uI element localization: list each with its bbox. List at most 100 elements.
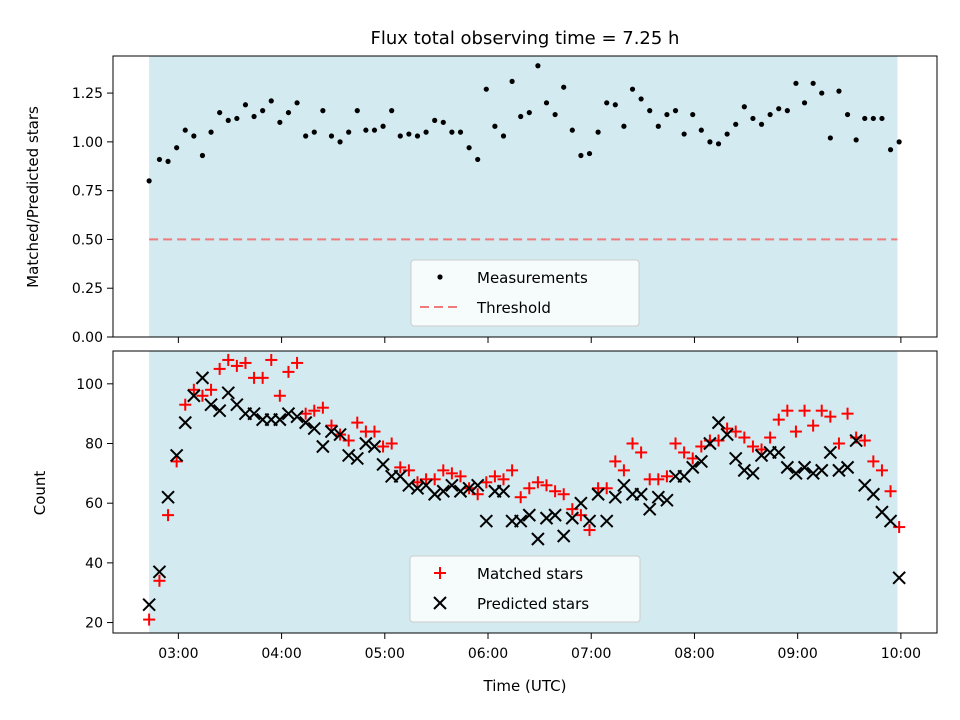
predicted-star-point <box>703 436 717 451</box>
legend-marker-predicted <box>433 596 447 610</box>
measurement-point <box>191 133 197 139</box>
ratio-y-tick-label: 0.00 <box>72 330 103 346</box>
predicted-star-point <box>737 463 752 478</box>
matched-star-point <box>488 470 501 483</box>
predicted-star-stroke <box>772 445 786 460</box>
measurement-point <box>707 139 713 145</box>
matched-star-point <box>789 425 802 438</box>
predicted-star-point <box>729 451 743 466</box>
predicted-star-stroke <box>221 386 235 400</box>
matched-star-point <box>213 362 226 375</box>
measurement-point <box>397 133 403 139</box>
measurement-point <box>604 100 610 106</box>
measurement-point <box>578 152 584 159</box>
matched-star-point <box>230 359 243 372</box>
matched-star-point <box>368 425 381 438</box>
predicted-star-stroke <box>453 484 468 498</box>
predicted-star-point <box>634 487 648 501</box>
predicted-star-stroke <box>858 478 872 492</box>
measurement-point <box>268 98 274 104</box>
measurement-point <box>664 111 670 118</box>
measurement-point <box>182 127 188 133</box>
predicted-star-point <box>892 571 906 585</box>
measurement-point <box>518 113 524 120</box>
measurement-point <box>819 90 825 96</box>
predicted-star-stroke <box>359 436 373 451</box>
chart-title: Flux total observing time = 7.25 h <box>371 28 680 49</box>
predicted-star-point <box>462 481 476 495</box>
predicted-star-stroke <box>290 409 304 424</box>
predicted-star-stroke <box>651 490 666 504</box>
predicted-star-point <box>883 514 898 528</box>
predicted-star-point <box>797 460 812 475</box>
predicted-star-stroke <box>866 487 881 501</box>
matched-star-point <box>557 488 570 501</box>
matched-star-point <box>798 404 811 417</box>
measurement-point <box>165 158 171 164</box>
measurement-point <box>354 108 360 114</box>
measurement-point <box>277 119 283 125</box>
matched-star-point <box>179 398 192 411</box>
matched-star-point <box>514 491 527 504</box>
measurement-point <box>741 104 747 110</box>
legend-label-threshold: Threshold <box>476 299 551 317</box>
matched-star-point <box>394 461 407 474</box>
predicted-star-point <box>204 398 218 412</box>
predicted-star-stroke <box>780 460 795 475</box>
predicted-star-stroke <box>350 451 364 466</box>
predicted-star-stroke <box>445 478 459 492</box>
ratio-y-tick-label: 1.25 <box>72 86 103 102</box>
ratio-y-tick-label: 0.25 <box>72 281 103 297</box>
measurement-point <box>509 78 515 84</box>
predicted-star-point <box>522 508 537 522</box>
measurement-point <box>208 129 214 135</box>
matched-star-point <box>807 419 820 432</box>
predicted-star-stroke <box>402 478 416 492</box>
predicted-star-stroke <box>565 511 580 525</box>
ratio-legend: Measurements Threshold <box>410 259 640 327</box>
predicted-star-point <box>376 457 390 472</box>
measurement-point <box>217 109 223 116</box>
measurement-point <box>260 108 266 114</box>
x-tick-label: 07:00 <box>571 646 611 662</box>
measurement-point <box>475 156 481 163</box>
predicted-star-stroke <box>746 466 760 481</box>
matched-star-point <box>454 470 467 483</box>
predicted-star-stroke <box>617 478 631 492</box>
count-plot-frame <box>112 350 938 634</box>
measurement-point <box>836 88 842 94</box>
predicted-star-point <box>608 490 623 504</box>
predicted-star-point <box>660 493 674 507</box>
predicted-star-stroke <box>496 484 511 498</box>
matched-star-point <box>884 485 897 498</box>
predicted-star-stroke <box>806 466 820 481</box>
predicted-star-stroke <box>840 460 855 475</box>
matched-star-point <box>291 356 304 369</box>
predicted-star-stroke <box>849 433 863 448</box>
measurement-point <box>285 109 292 116</box>
matched-star-point <box>437 464 450 477</box>
measurement-point <box>543 100 550 106</box>
matched-star-point <box>265 353 278 366</box>
measurement-point <box>862 115 868 122</box>
predicted-star-point <box>142 597 156 612</box>
measurement-point <box>303 133 309 139</box>
matched-star-point <box>815 404 828 417</box>
measurement-point <box>526 109 532 116</box>
predicted-star-stroke <box>634 487 648 501</box>
predicted-star-stroke <box>574 496 588 510</box>
predicted-star-stroke <box>875 505 889 519</box>
matched-star-point <box>549 485 562 498</box>
measurement-point <box>466 145 472 151</box>
matched-star-point <box>858 434 871 447</box>
predicted-star-point <box>556 529 571 543</box>
predicted-star-point <box>187 389 201 403</box>
measurement-point <box>750 115 756 122</box>
predicted-star-stroke <box>832 463 846 478</box>
predicted-star-point <box>574 496 588 510</box>
ratio-y-axis-label: Matched/Predicted stars <box>24 106 42 288</box>
count-y-tick-label: 80 <box>85 437 103 453</box>
matched-star-point <box>867 455 880 468</box>
predicted-star-point <box>436 484 450 498</box>
predicted-star-stroke <box>470 478 485 492</box>
